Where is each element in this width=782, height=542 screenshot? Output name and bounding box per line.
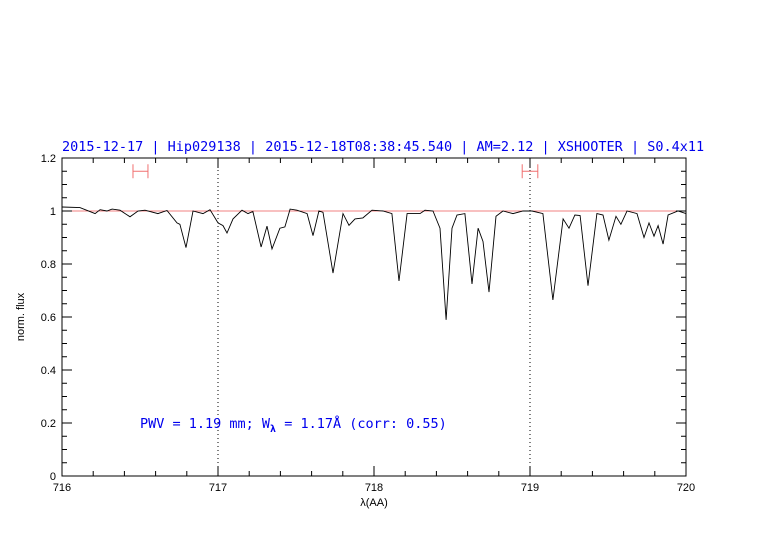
- y-tick-label: 0.4: [41, 365, 56, 377]
- x-tick-label: 719: [521, 482, 539, 494]
- y-tick-label: 0.6: [41, 312, 56, 324]
- annotation-pre: PWV = 1.19 mm; W: [140, 416, 271, 432]
- chart-title: 2015-12-17 | Hip029138 | 2015-12-18T08:3…: [62, 139, 704, 155]
- x-tick-label: 720: [677, 482, 695, 494]
- y-tick-label: 0.2: [41, 418, 56, 430]
- y-tick-label: 0: [50, 471, 56, 483]
- y-axis-label: norm. flux: [15, 292, 27, 341]
- y-tick-label: 1: [50, 206, 56, 218]
- x-axis-label: λ(AA): [360, 497, 388, 509]
- x-tick-label: 718: [365, 482, 383, 494]
- spectrum-line: [61, 206, 687, 320]
- y-tick-label: 0.8: [41, 259, 56, 271]
- y-tick-label: 1.2: [41, 153, 56, 165]
- annotation-sub: λ: [270, 424, 276, 435]
- x-tick-label: 716: [53, 482, 71, 494]
- x-tick-label: 717: [209, 482, 227, 494]
- annotation-text: PWV = 1.19 mm; Wλ = 1.17Å (corr: 0.55): [140, 415, 447, 435]
- annotation-post: = 1.17Å (corr: 0.55): [276, 415, 447, 432]
